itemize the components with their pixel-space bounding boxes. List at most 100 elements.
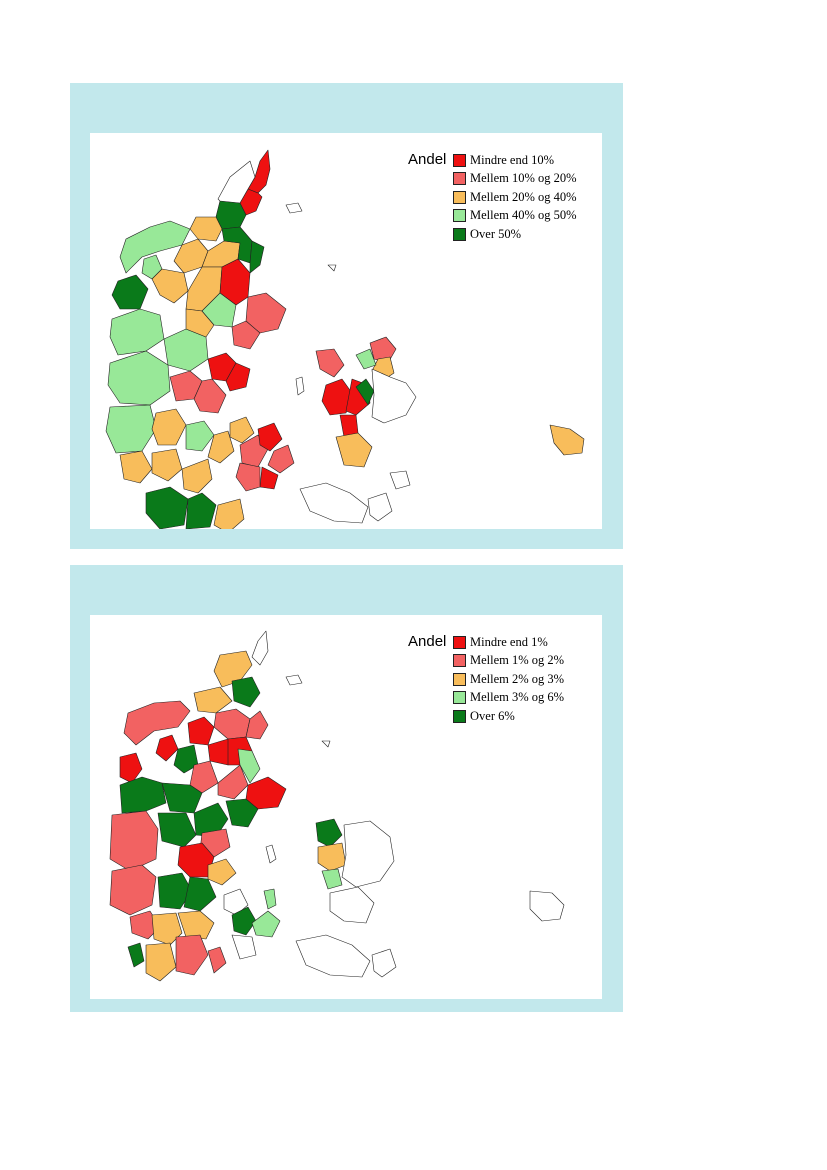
region-soenderborg xyxy=(213,498,245,529)
region-bornholm xyxy=(549,424,585,456)
region-nyborg xyxy=(251,910,281,938)
region-toender xyxy=(145,942,177,982)
region-faaborg xyxy=(231,934,257,960)
legend-item: Mellem 10% og 20% xyxy=(453,170,577,189)
legend-swatch xyxy=(453,672,466,686)
legend-item: Mellem 3% og 6% xyxy=(453,689,564,708)
island-laesoe xyxy=(321,740,331,748)
region-hjorring xyxy=(231,676,261,708)
map-frame-1: Andel Mindre end 10% Mellem 10% og 20% M… xyxy=(90,133,602,529)
region-aabenraa xyxy=(185,492,217,529)
legend-label: Mellem 2% og 3% xyxy=(470,671,565,686)
region-hedensted xyxy=(207,858,237,886)
region-jammerbugt xyxy=(189,216,223,242)
region-lolland xyxy=(295,934,371,978)
region-faaborg xyxy=(235,462,261,492)
region-holstebro xyxy=(109,308,165,356)
region-vejle xyxy=(183,876,217,912)
region-kolding xyxy=(177,910,215,940)
region-aalborg xyxy=(213,708,251,740)
region-kalundborg xyxy=(321,378,353,416)
region-morsoe xyxy=(155,734,179,762)
legend-label: Mellem 40% og 50% xyxy=(470,208,577,223)
region-odense xyxy=(257,422,283,452)
region-viborg xyxy=(189,760,219,794)
legend-item: Mellem 2% og 3% xyxy=(453,670,564,689)
region-middelfart xyxy=(229,416,255,444)
region-naestved xyxy=(335,432,373,468)
region-varde xyxy=(105,404,157,454)
region-helsingoer xyxy=(315,818,343,848)
region-copenhagen xyxy=(341,820,395,888)
region-falster xyxy=(371,948,397,978)
region-holstebro xyxy=(119,776,167,814)
region-rebild xyxy=(221,226,253,264)
region-aabenraa xyxy=(175,934,209,976)
region-billund xyxy=(151,408,187,446)
region-silkeborg xyxy=(193,802,229,838)
region-vejen xyxy=(151,448,183,482)
legend-swatch xyxy=(453,709,466,723)
region-copenhagen xyxy=(371,368,417,424)
region-aarhus xyxy=(225,798,259,828)
island-samsoe xyxy=(295,376,305,396)
legend-label: Mellem 3% og 6% xyxy=(470,690,565,705)
region-bornholm xyxy=(529,890,565,922)
region-silkeborg xyxy=(185,308,215,338)
legend-item: Mindre end 10% xyxy=(453,151,577,170)
legend-swatch xyxy=(453,227,466,241)
region-ikast xyxy=(157,812,197,848)
legend-label: Mellem 1% og 2% xyxy=(470,653,565,668)
region-favrskov xyxy=(201,292,237,328)
region-skanderborg xyxy=(225,362,251,392)
island-anholt xyxy=(285,202,303,214)
legend-item: Mellem 40% og 50% xyxy=(453,207,577,226)
region-thy-north xyxy=(217,160,256,204)
legend-item: Mellem 20% og 40% xyxy=(453,188,577,207)
region-jammerbugt xyxy=(193,686,233,714)
legend-label: Mellem 10% og 20% xyxy=(470,171,577,186)
region-thisted xyxy=(119,220,191,274)
region-esbjerg xyxy=(119,450,153,484)
region-mariagerfjord xyxy=(249,240,265,274)
region-rebild xyxy=(245,710,269,740)
region-helsingoer xyxy=(369,336,397,364)
region-odense xyxy=(231,906,257,936)
region-vesthimmerland xyxy=(187,716,215,746)
island-anholt xyxy=(285,674,303,686)
legend-swatch xyxy=(453,153,466,167)
map-panel-1: Andel Mindre end 10% Mellem 10% og 20% M… xyxy=(70,83,623,549)
region-vejle xyxy=(185,420,215,452)
legend-item: Mindre end 1% xyxy=(453,633,564,652)
region-thisted xyxy=(123,700,191,746)
region-falster xyxy=(367,492,393,522)
region-nyborg xyxy=(267,444,295,474)
region-horsens xyxy=(193,378,227,414)
legend-swatch xyxy=(453,209,466,223)
region-skive xyxy=(173,744,199,774)
legend-item: Over 6% xyxy=(453,707,564,726)
region-varde xyxy=(109,864,157,916)
island-laesoe xyxy=(327,264,337,272)
legend-label: Mindre end 1% xyxy=(470,634,548,649)
legend-title: Andel xyxy=(408,633,447,650)
legend-label: Mellem 20% og 40% xyxy=(470,189,577,204)
region-toender xyxy=(145,486,189,529)
region-struer xyxy=(119,752,143,784)
legend-swatch xyxy=(453,691,466,705)
map-frame-2: Andel Mindre end 1% Mellem 1% og 2% Mell… xyxy=(90,615,602,999)
region-kerteminde xyxy=(263,888,277,910)
region-kolding xyxy=(207,430,235,464)
region-herning xyxy=(161,782,203,814)
region-ringsted xyxy=(321,868,343,890)
region-svendborg xyxy=(259,466,279,490)
region-struer xyxy=(111,274,149,310)
legend-swatch xyxy=(453,654,466,668)
denmark-map-1 xyxy=(105,149,585,529)
region-skive xyxy=(151,268,189,304)
region-favrskov xyxy=(217,764,249,800)
legend-label: Mindre end 10% xyxy=(470,152,555,167)
region-soenderborg xyxy=(207,946,227,974)
region-syddjurs xyxy=(231,320,261,350)
legend-label: Over 6% xyxy=(470,708,515,723)
